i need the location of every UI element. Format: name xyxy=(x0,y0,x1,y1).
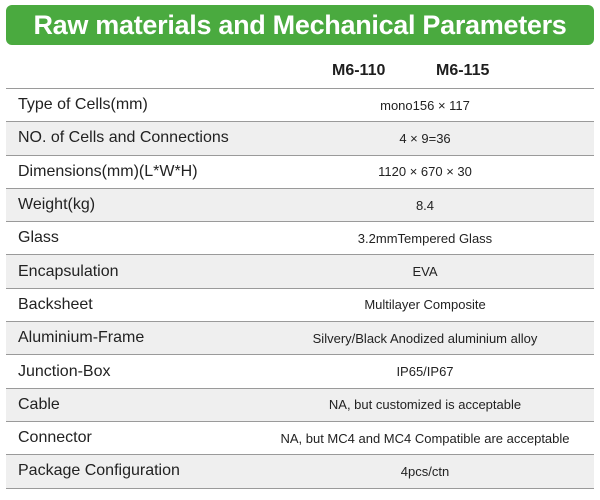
row-value: 1120 × 670 × 30 xyxy=(378,164,472,180)
row-label: Dimensions(mm)(L*W*H) xyxy=(18,162,198,180)
row-value: 3.2mmTempered Glass xyxy=(357,230,493,246)
row-label: Backsheet xyxy=(18,295,93,313)
row-value: 4pcs/ctn xyxy=(400,463,450,479)
row-label: Cable xyxy=(18,395,60,413)
row-value: EVA xyxy=(412,264,438,280)
row-value: NA, but customized is acceptable xyxy=(328,397,522,413)
table-row: Backsheet Multilayer Composite xyxy=(6,289,594,323)
row-value: IP65/IP67 xyxy=(396,364,454,380)
model-m6-110: M6-110 xyxy=(332,62,386,79)
row-value: NA, but MC4 and MC4 Compatible are accep… xyxy=(280,430,570,446)
row-label: Aluminium-Frame xyxy=(18,329,145,347)
row-label: Package Configuration xyxy=(18,462,180,480)
row-label: Glass xyxy=(18,229,59,247)
row-value: Multilayer Composite xyxy=(364,297,486,313)
row-value: 4 × 9=36 xyxy=(399,130,451,146)
row-label: Encapsulation xyxy=(18,262,119,280)
parameters-table: Type of Cells(mm) mono156 × 117 NO. of C… xyxy=(6,88,594,489)
row-label: Junction-Box xyxy=(18,362,111,380)
table-row: Dimensions(mm)(L*W*H) 1120 × 670 × 30 xyxy=(6,156,594,189)
row-label: Type of Cells(mm) xyxy=(18,96,148,114)
table-row: Encapsulation EVA xyxy=(6,255,594,289)
table-row: Weight(kg) 8.4 xyxy=(6,188,594,223)
table-row: Glass 3.2mmTempered Glass xyxy=(6,222,594,256)
row-value: Silvery/Black Anodized aluminium alloy xyxy=(312,330,538,346)
table-row: Junction-Box IP65/IP67 xyxy=(6,355,594,389)
table-row: Aluminium-Frame Silvery/Black Anodized a… xyxy=(6,322,594,356)
row-value: 8.4 xyxy=(415,197,435,213)
table-row: NO. of Cells and Connections 4 × 9=36 xyxy=(6,122,594,156)
page-title: Raw materials and Mechanical Parameters xyxy=(33,9,567,40)
row-label: Weight(kg) xyxy=(18,196,96,214)
table-row: Cable NA, but customized is acceptable xyxy=(6,388,594,422)
title-bar: Raw materials and Mechanical Parameters xyxy=(6,5,594,45)
row-label: NO. of Cells and Connections xyxy=(18,129,229,147)
table-row: Type of Cells(mm) mono156 × 117 xyxy=(6,89,594,123)
model-m6-115: M6-115 xyxy=(436,62,490,79)
row-value: mono156 × 117 xyxy=(380,97,470,113)
model-header-row: M6-110 M6-115 xyxy=(6,58,594,86)
table-row: Connector NA, but MC4 and MC4 Compatible… xyxy=(6,422,594,456)
row-label: Connector xyxy=(18,429,92,447)
table-row: Package Configuration 4pcs/ctn xyxy=(6,455,594,489)
